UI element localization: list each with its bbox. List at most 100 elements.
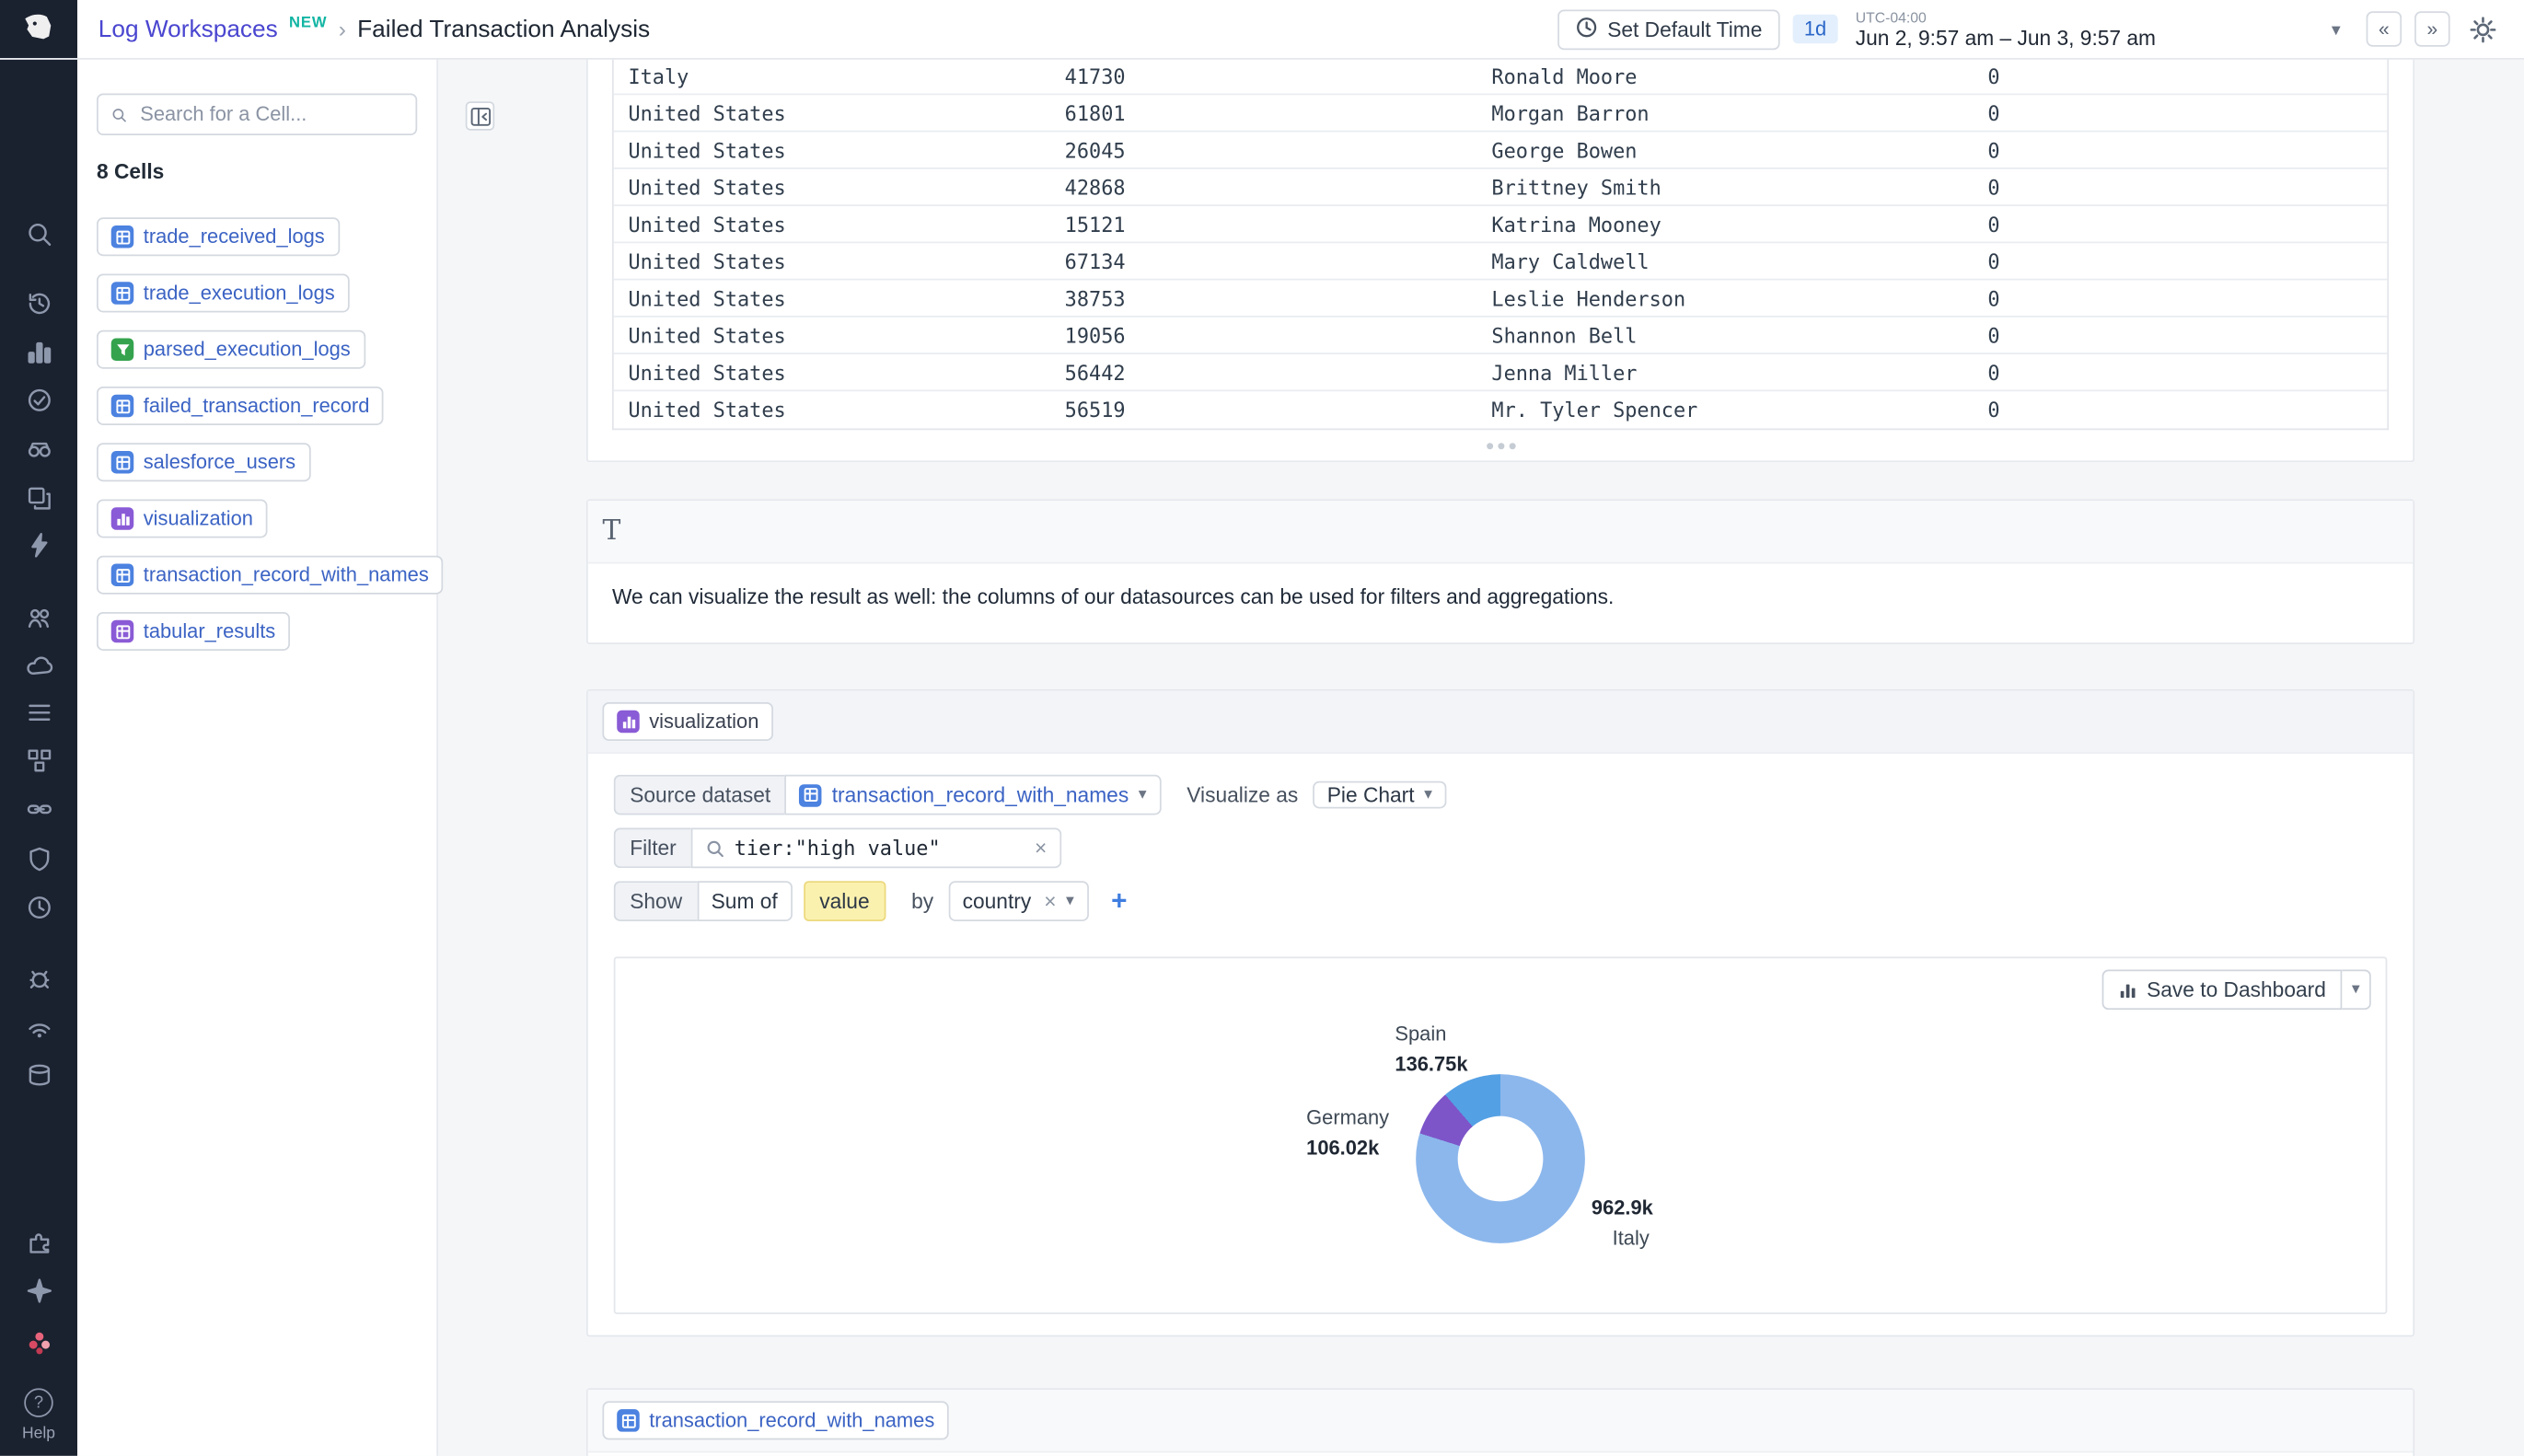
source-dataset-select[interactable]: transaction_record_with_names ▾ (784, 774, 1162, 815)
history-icon[interactable] (19, 283, 58, 322)
table-row[interactable]: United States 56442 Jenna Miller 0 (613, 354, 2388, 392)
workspace-app-logo-icon[interactable] (19, 1323, 58, 1361)
new-badge: NEW (289, 13, 328, 32)
datadog-logo[interactable] (0, 0, 77, 58)
visualization-cell-chip[interactable]: visualization (602, 701, 774, 741)
integrations-puzzle-icon[interactable] (19, 1222, 58, 1261)
table-cell: 0 (1987, 360, 2000, 385)
slice-value: 106.02k (1306, 1137, 1380, 1160)
layers-icon[interactable] (19, 479, 58, 517)
table-row[interactable]: United States 42868 Brittney Smith 0 (613, 169, 2388, 206)
show-control[interactable]: Show Sum of (613, 881, 793, 921)
slice-label-germany: Germany 106.02k (1306, 1104, 1389, 1164)
group-by-chip[interactable]: country × ▾ (947, 881, 1089, 921)
remove-group-by-icon[interactable]: × (1044, 888, 1057, 914)
cell-search-input[interactable] (136, 101, 403, 128)
table-cell: 0 (1987, 100, 2000, 125)
save-options-button[interactable]: ▾ (2342, 969, 2371, 1011)
filter-query: tier:"high value" (734, 836, 941, 861)
filter-input[interactable]: tier:"high value" × (690, 827, 1061, 869)
clock-icon (1575, 16, 1597, 43)
table-row[interactable]: United States 67134 Mary Caldwell 0 (613, 243, 2388, 281)
rum-signal-icon[interactable] (19, 1007, 58, 1046)
table-row[interactable]: United States 38753 Leslie Henderson 0 (613, 280, 2388, 318)
sidebar-cell-item[interactable]: salesforce_users (96, 443, 310, 482)
search-icon[interactable] (19, 214, 58, 253)
synthetics-clock-icon[interactable] (19, 887, 58, 926)
table-cell: 42868 (1064, 174, 1126, 200)
time-shift-back-button[interactable]: « (2366, 11, 2402, 47)
filter-control[interactable]: Filter tier:"high value" × (613, 827, 1061, 869)
monitors-check-icon[interactable] (19, 380, 58, 419)
dashboard-icon (2120, 983, 2135, 998)
save-to-dashboard-button[interactable]: Save to Dashboard (2101, 969, 2343, 1011)
time-range-picker[interactable]: 1d UTC-04:00 Jun 2, 9:57 am – Jun 3, 9:5… (1792, 9, 2354, 50)
logs-rows-icon[interactable] (19, 692, 58, 731)
table-cell: Morgan Barron (1491, 100, 1650, 125)
cell-search[interactable] (96, 93, 418, 135)
security-shield-icon[interactable] (19, 839, 58, 878)
slice-label-italy: 962.9k Italy (1592, 1194, 1653, 1254)
time-range-value: Jun 2, 9:57 am – Jun 3, 9:57 am (1855, 25, 2156, 50)
table-cell: Shannon Bell (1491, 322, 1638, 348)
table-cell: 41730 (1064, 64, 1126, 88)
group-by-value: country (962, 888, 1032, 914)
chart-leader-lines (615, 958, 1098, 1199)
measure-chip[interactable]: value (803, 881, 886, 921)
table-cell: 0 (1987, 322, 2000, 348)
error-tracking-bug-icon[interactable] (19, 958, 58, 997)
sidebar-cell-item[interactable]: parsed_execution_logs (96, 329, 365, 369)
sidebar-cell-item[interactable]: visualization (96, 499, 268, 538)
cell-item-label: trade_execution_logs (143, 282, 335, 305)
help-icon[interactable]: ? (19, 1383, 58, 1422)
table-row[interactable]: Italy 41730 Ronald Moore 0 (613, 58, 2388, 96)
transform-icon (110, 338, 134, 361)
pie-chart[interactable] (1416, 1074, 1585, 1243)
database-icon[interactable] (19, 1055, 58, 1093)
time-shift-forward-button[interactable]: » (2414, 11, 2450, 47)
table-cell: United States (628, 398, 786, 422)
double-chevron-left-icon: « (2379, 17, 2390, 40)
header-actions: Set Default Time 1d UTC-04:00 Jun 2, 9:5… (1557, 8, 2524, 50)
table-cell: 67134 (1064, 248, 1126, 273)
resize-handle[interactable] (1486, 443, 1515, 450)
set-default-time-button[interactable]: Set Default Time (1557, 8, 1780, 50)
clear-filter-icon[interactable]: × (1034, 836, 1048, 861)
visualize-as-select[interactable]: Pie Chart ▾ (1313, 780, 1447, 809)
table-row[interactable]: United States 61801 Morgan Barron 0 (613, 95, 2388, 133)
sidebar-cell-item[interactable]: trade_execution_logs (96, 273, 350, 313)
text-cell-icon: T (602, 514, 621, 548)
table-row[interactable]: United States 56519 Mr. Tyler Spencer 0 (614, 391, 2388, 428)
sidebar-cell-item[interactable]: transaction_record_with_names (96, 555, 444, 595)
table-icon (617, 1409, 640, 1432)
events-bolt-icon[interactable] (19, 525, 58, 563)
watchdog-icon[interactable] (19, 430, 58, 468)
bottom-cell-chip[interactable]: transaction_record_with_names (602, 1401, 950, 1440)
collapse-sidebar-button[interactable] (465, 101, 495, 131)
table-cell: 61801 (1064, 100, 1126, 125)
table-row[interactable]: United States 26045 George Bowen 0 (613, 132, 2388, 169)
chevron-down-icon: ▾ (2351, 980, 2360, 999)
set-default-time-label: Set Default Time (1607, 17, 1763, 41)
breadcrumb-product-link[interactable]: Log Workspaces (98, 15, 278, 43)
aggregation-select[interactable]: Sum of (696, 881, 793, 921)
gear-icon (2469, 16, 2495, 42)
time-range-shortcut: 1d (1792, 14, 1838, 44)
cloud-icon[interactable] (19, 646, 58, 685)
sidebar-cell-item[interactable]: trade_received_logs (96, 217, 340, 257)
source-dataset-control[interactable]: Source dataset transaction_record_with_n… (613, 774, 1162, 815)
dashboards-icon[interactable] (19, 331, 58, 370)
sidebar-cell-item[interactable]: failed_transaction_record (96, 386, 385, 425)
sparkle-icon[interactable] (19, 1271, 58, 1310)
apm-link-icon[interactable] (19, 789, 58, 827)
users-icon[interactable] (19, 597, 58, 636)
visualize-as-value: Pie Chart (1326, 782, 1415, 807)
cell-item-label: salesforce_users (143, 450, 296, 474)
add-group-by-button[interactable]: + (1105, 885, 1133, 918)
services-cubes-icon[interactable] (19, 741, 58, 780)
table-row[interactable]: United States 15121 Katrina Mooney 0 (613, 206, 2388, 244)
table-row[interactable]: United States 19056 Shannon Bell 0 (613, 318, 2388, 354)
sidebar-cell-item[interactable]: tabular_results (96, 611, 290, 651)
settings-gear-button[interactable] (2463, 9, 2502, 48)
